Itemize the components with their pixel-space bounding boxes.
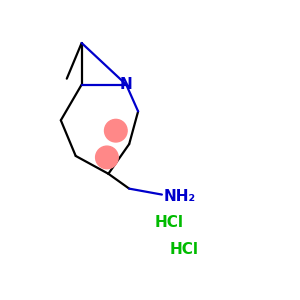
Text: NH₂: NH₂ bbox=[164, 189, 196, 204]
Text: HCl: HCl bbox=[155, 215, 184, 230]
Circle shape bbox=[104, 119, 127, 142]
Circle shape bbox=[96, 146, 118, 169]
Text: HCl: HCl bbox=[170, 242, 199, 257]
Text: N: N bbox=[120, 77, 133, 92]
